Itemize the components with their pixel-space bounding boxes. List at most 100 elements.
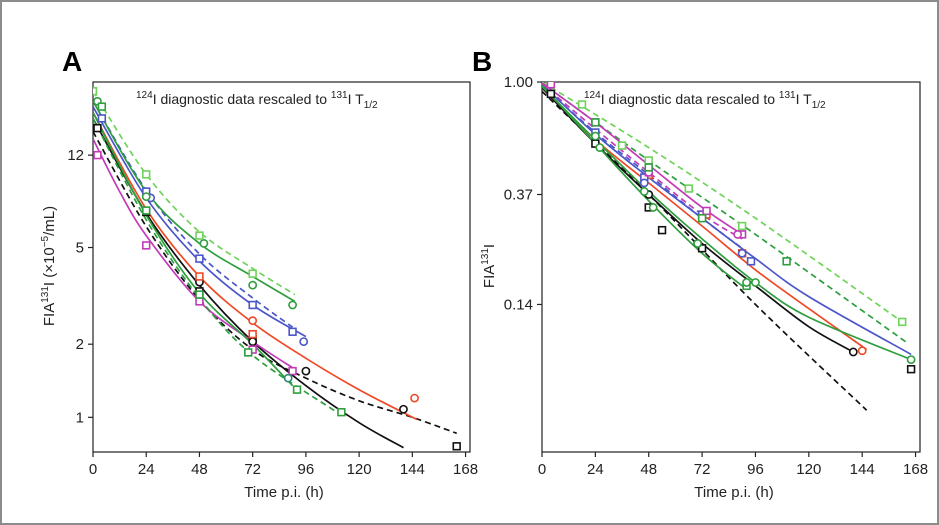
panel-a-data-point-green-circle [248, 280, 258, 290]
panel-a-data-point-green-circle [288, 300, 297, 310]
panel-a-data-point-blue-circle [299, 337, 309, 346]
panel-b-plot: 0 24 48 72 96 120 144 168 1.00 0.37 0.14 [504, 74, 928, 478]
panel-a-data-point-green-square [195, 290, 204, 299]
panel-b-data-point-blue-circle [737, 248, 747, 258]
panel-b-data-point-blue-square [746, 257, 756, 266]
panel-a-data-point-light_green-square [142, 170, 151, 179]
panel-b-series-line-green-solid [542, 84, 748, 290]
panel-a-series-line-black-solid [93, 117, 404, 449]
panel-a-y-axis-label: FIA131I (×10−5/mL) [40, 206, 58, 326]
panel-a-x-tick-label: 0 [89, 461, 97, 478]
panel-a-data-point-green-square [337, 407, 346, 417]
panel-a-data-point-magenta-square [93, 150, 102, 160]
panel-b-annotation: 124I diagnostic data rescaled to 131I T1… [584, 90, 826, 111]
panel-b-y-tick-label: 0.14 [504, 296, 533, 313]
panel-a-x-axis-label: Time p.i. (h) [244, 484, 323, 501]
panel-a-data-point-magenta-square [142, 241, 151, 250]
panel-b-x-tick-label: 96 [747, 461, 764, 478]
panel-b-data-point-red-circle [857, 346, 867, 356]
panel-b-data-point-green-circle [742, 278, 751, 287]
panel-a-series-line-green-dashed [93, 118, 338, 413]
panel-a-x-tick-label: 144 [400, 461, 425, 478]
panel-b-data-point-light_green-square [684, 184, 693, 193]
panel-a-data-point-blue-square [248, 300, 257, 310]
panel-b-data-point-magenta-square [702, 206, 711, 216]
panel-a-axes-frame [92, 81, 471, 453]
panel-a-y-tick-label: 12 [67, 147, 84, 164]
panel-b-data-point-light_green-square [644, 156, 653, 165]
panel-b-data-point-green-circle [906, 355, 916, 364]
panel-a-y-tick-label: 1 [76, 409, 84, 426]
panel-b-y-axis-label: FIA131I [480, 244, 498, 288]
panel-b-data-point-light_green-square [617, 141, 627, 150]
panel-b-data-point-magenta-square [546, 82, 556, 89]
panel-b-data-point-green-circle [595, 143, 605, 153]
panel-a-series-line-green-solid [93, 112, 294, 387]
panel-b-label: B [472, 46, 492, 77]
panel-b-x-tick-label: 168 [903, 461, 928, 478]
panel-a-data-point-blue-square [97, 114, 107, 123]
panel-a-data-point-green-square [142, 206, 151, 215]
panel-a-data-point-magenta-square [195, 297, 204, 306]
panel-b-series-line-blue-dashed [542, 84, 743, 249]
panel-b-x-tick-label: 24 [587, 461, 604, 478]
panel-b-data-point-black-square [657, 225, 667, 235]
panel-b-x-tick-label: 72 [694, 461, 711, 478]
panel-b-axes-frame [541, 81, 921, 453]
panel-b-x-axis-label: Time p.i. (h) [694, 484, 773, 501]
panel-b-x-tick-label: 144 [850, 461, 875, 478]
panel-b-series-line-magenta-dashed [542, 83, 743, 240]
panel-b-data-point-light_green-square [898, 317, 907, 327]
panel-a-data-point-black-square [452, 442, 461, 451]
panel-b-series-group [542, 82, 916, 411]
panel-a-y-tick-label: 5 [76, 240, 84, 257]
panel-b-x-tick-label: 120 [796, 461, 821, 478]
panel-b-data-point-green-square [782, 257, 791, 266]
panel-b-data-point-green-circle [648, 203, 658, 212]
panel-a-data-point-light_green-square [248, 269, 257, 278]
panel-a-y-tick-label: 2 [76, 336, 84, 353]
panel-b-data-point-magenta-circle [733, 230, 743, 239]
panel-b-data-point-green-circle [751, 278, 760, 287]
panel-b-y-tick-label: 0.37 [504, 186, 533, 203]
panel-b-data-point-light_green-square [577, 100, 587, 109]
panel-a-data-point-black-square [93, 123, 102, 133]
panel-b-data-point-blue-circle [639, 178, 649, 188]
panel-b-data-point-green-square [591, 118, 600, 127]
panel-a-data-point-green-square [292, 385, 302, 394]
panel-a-data-point-green-square [97, 102, 107, 111]
panel-a-label: A [62, 46, 82, 77]
panel-a-data-point-green-circle [199, 238, 209, 248]
panel-b-data-point-green-circle [693, 239, 703, 248]
panel-a-data-point-red-square [195, 272, 204, 281]
panel-b-y-tick-label: 1.00 [504, 74, 533, 91]
panel-a-data-point-black-circle [301, 366, 311, 376]
panel-a-x-tick-label: 120 [347, 461, 372, 478]
panel-a-series-line-blue-dashed [93, 100, 294, 328]
panel-a-series-line-light_green-dashed [93, 90, 296, 296]
panel-a-x-tick-label: 168 [453, 461, 478, 478]
panel-b-data-point-black-square [697, 244, 707, 253]
panel-a-data-point-green-square [244, 348, 253, 357]
panel-a-data-point-blue-square [195, 254, 204, 263]
panel-a-data-point-red-square [248, 329, 257, 339]
panel-a-data-point-red-circle [248, 316, 258, 326]
panel-b-data-point-black-circle [848, 347, 858, 357]
panel-b-data-point-light_green-square [737, 221, 747, 231]
panel-a-x-tick-label: 72 [244, 461, 261, 478]
panel-b-data-point-green-circle [590, 131, 600, 141]
panel-b-x-tick-label: 48 [640, 461, 657, 478]
panel-a-x-tick-label: 96 [298, 461, 315, 478]
panel-b-data-point-black-square [906, 364, 916, 374]
panel-b-series-line-green-solid [542, 85, 912, 361]
panel-a-data-point-black-circle [399, 404, 408, 414]
panel-a-data-point-green-circle [141, 192, 151, 202]
panel-b-data-point-black-square [546, 89, 556, 99]
panel-a-annotation: 124I diagnostic data rescaled to 131I T1… [136, 90, 378, 111]
panel-a-series-line-blue-solid [93, 106, 307, 338]
panel-a-data-point-magenta-square [288, 366, 297, 376]
panel-a-data-point-teal-circle [283, 373, 293, 383]
panel-a-data-point-light_green-square [195, 231, 204, 240]
panel-b-data-point-green-circle [639, 187, 649, 196]
